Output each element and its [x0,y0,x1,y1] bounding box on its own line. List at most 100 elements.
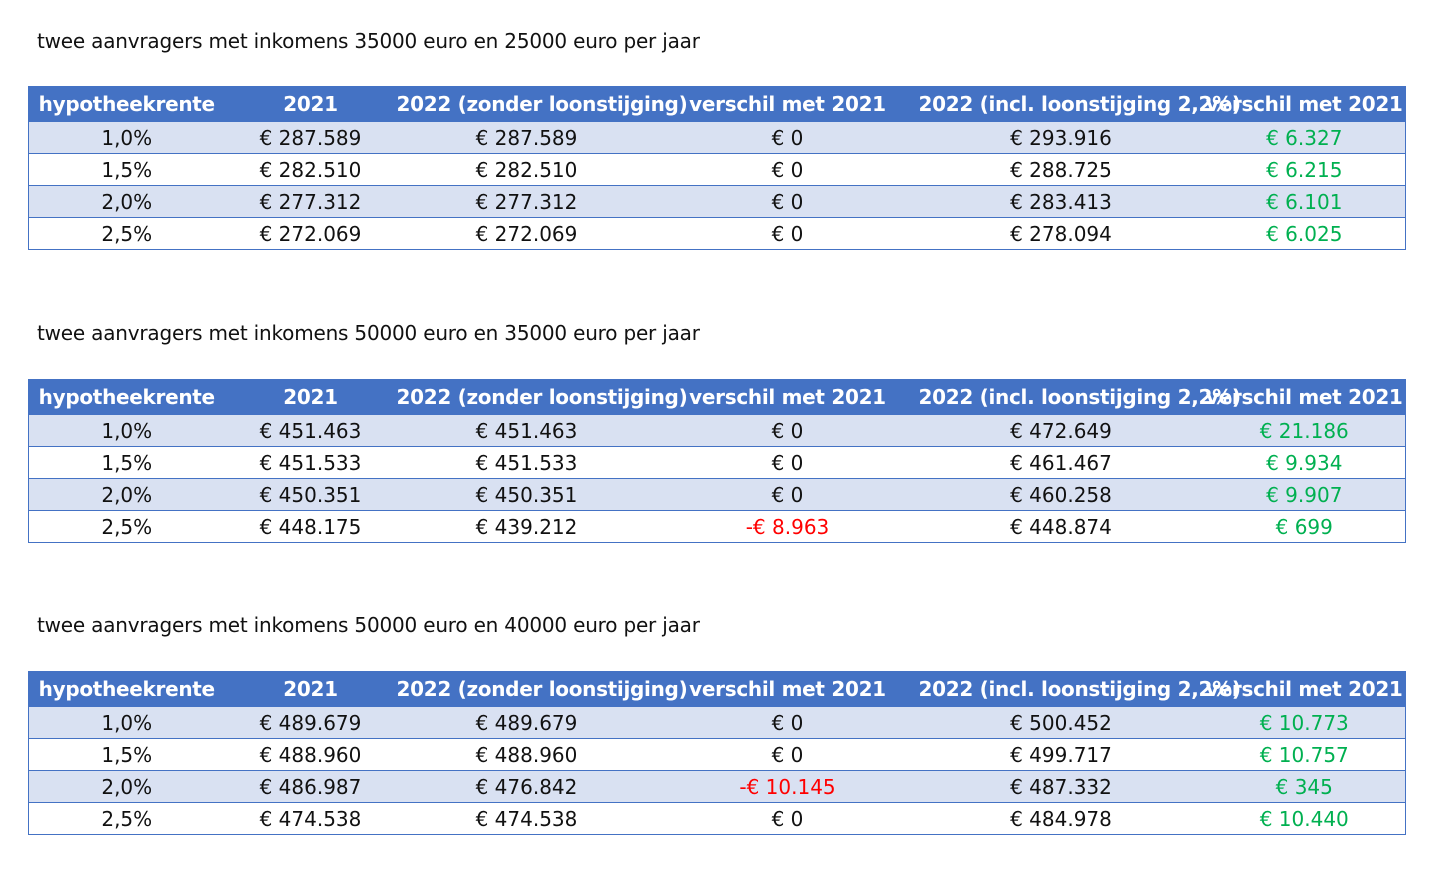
diff-incl-cell: € 6.327 [1203,121,1406,154]
header-2022-incl: 2022 (incl. loonstijging 2,2%) [918,86,1241,122]
rate-cell: 1,0% [28,121,225,154]
header-verschil-2: verschil met 2021 [1203,379,1406,415]
header-hypotheekrente: hypotheekrente [28,671,225,707]
mortgage-table-2: hypotheekrente 2021 2022 (zonder loonsti… [28,379,1406,543]
value-2022-incl-cell: € 288.725 [918,153,1204,186]
table-row: 2,0% € 486.987 € 476.842 -€ 10.145 € 487… [28,770,1406,803]
table-row: 1,5% € 451.533 € 451.533 € 0 € 461.467 €… [28,446,1406,479]
table-row: 2,0% € 450.351 € 450.351 € 0 € 460.258 €… [28,478,1406,511]
rate-cell: 1,5% [28,738,225,771]
header-verschil-2: verschil met 2021 [1203,86,1406,122]
rate-cell: 1,0% [28,414,225,447]
value-2022-incl-cell: € 500.452 [918,706,1204,739]
value-2022-incl-cell: € 472.649 [918,414,1204,447]
rate-cell: 2,5% [28,217,225,250]
rate-cell: 2,0% [28,478,225,511]
rate-cell: 1,5% [28,153,225,186]
header-verschil-1: verschil met 2021 [656,86,919,122]
value-2022-zonder-cell: € 489.679 [396,706,657,739]
header-2021: 2021 [224,671,397,707]
header-2022-zonder: 2022 (zonder loonstijging) [396,671,688,707]
table-row: 2,5% € 474.538 € 474.538 € 0 € 484.978 €… [28,802,1406,835]
rate-cell: 1,0% [28,706,225,739]
diff-zonder-cell: € 0 [656,446,919,479]
value-2022-zonder-cell: € 488.960 [396,738,657,771]
header-2022-zonder: 2022 (zonder loonstijging) [396,86,688,122]
value-2022-zonder-cell: € 282.510 [396,153,657,186]
table-row: 1,0% € 451.463 € 451.463 € 0 € 472.649 €… [28,414,1406,447]
value-2022-zonder-cell: € 451.533 [396,446,657,479]
value-2022-zonder-cell: € 474.538 [396,802,657,835]
table-row: 1,5% € 282.510 € 282.510 € 0 € 288.725 €… [28,153,1406,186]
mortgage-table-1: hypotheekrente 2021 2022 (zonder loonsti… [28,86,1406,250]
diff-incl-cell: € 10.440 [1203,802,1406,835]
value-2022-zonder-cell: € 450.351 [396,478,657,511]
diff-incl-cell: € 6.025 [1203,217,1406,250]
value-2022-incl-cell: € 278.094 [918,217,1204,250]
value-2021-cell: € 448.175 [224,510,397,543]
value-2022-incl-cell: € 484.978 [918,802,1204,835]
table-header-row: hypotheekrente 2021 2022 (zonder loonsti… [28,671,1406,707]
rate-cell: 2,5% [28,510,225,543]
table-row: 1,0% € 287.589 € 287.589 € 0 € 293.916 €… [28,121,1406,154]
value-2022-zonder-cell: € 451.463 [396,414,657,447]
value-2021-cell: € 450.351 [224,478,397,511]
diff-zonder-cell: € 0 [656,478,919,511]
mortgage-table-3: hypotheekrente 2021 2022 (zonder loonsti… [28,671,1406,835]
table-row: 2,0% € 277.312 € 277.312 € 0 € 283.413 €… [28,185,1406,218]
header-2022-zonder: 2022 (zonder loonstijging) [396,379,688,415]
table-row: 2,5% € 272.069 € 272.069 € 0 € 278.094 €… [28,217,1406,250]
value-2021-cell: € 486.987 [224,770,397,803]
diff-incl-cell: € 9.934 [1203,446,1406,479]
rate-cell: 1,5% [28,446,225,479]
value-2021-cell: € 474.538 [224,802,397,835]
diff-zonder-cell: € 0 [656,217,919,250]
value-2022-incl-cell: € 448.874 [918,510,1204,543]
section-title-1: twee aanvragers met inkomens 35000 euro … [37,29,700,53]
table-row: 2,5% € 448.175 € 439.212 -€ 8.963 € 448.… [28,510,1406,543]
value-2022-zonder-cell: € 272.069 [396,217,657,250]
value-2021-cell: € 277.312 [224,185,397,218]
header-2022-incl: 2022 (incl. loonstijging 2,2%) [918,671,1241,707]
value-2022-incl-cell: € 499.717 [918,738,1204,771]
diff-zonder-cell: € 0 [656,121,919,154]
value-2021-cell: € 489.679 [224,706,397,739]
value-2022-incl-cell: € 293.916 [918,121,1204,154]
table-row: 1,0% € 489.679 € 489.679 € 0 € 500.452 €… [28,706,1406,739]
rate-cell: 2,0% [28,770,225,803]
diff-incl-cell: € 21.186 [1203,414,1406,447]
diff-incl-cell: € 6.215 [1203,153,1406,186]
rate-cell: 2,0% [28,185,225,218]
value-2022-incl-cell: € 487.332 [918,770,1204,803]
diff-incl-cell: € 10.773 [1203,706,1406,739]
value-2021-cell: € 451.533 [224,446,397,479]
value-2021-cell: € 282.510 [224,153,397,186]
diff-zonder-cell: -€ 10.145 [656,770,919,803]
header-2021: 2021 [224,379,397,415]
diff-zonder-cell: € 0 [656,185,919,218]
value-2022-zonder-cell: € 287.589 [396,121,657,154]
table-header-row: hypotheekrente 2021 2022 (zonder loonsti… [28,379,1406,415]
diff-incl-cell: € 6.101 [1203,185,1406,218]
header-2022-incl: 2022 (incl. loonstijging 2,2%) [918,379,1241,415]
diff-zonder-cell: -€ 8.963 [656,510,919,543]
header-verschil-1: verschil met 2021 [656,671,919,707]
value-2022-zonder-cell: € 476.842 [396,770,657,803]
diff-zonder-cell: € 0 [656,414,919,447]
header-verschil-1: verschil met 2021 [656,379,919,415]
diff-incl-cell: € 699 [1203,510,1406,543]
diff-zonder-cell: € 0 [656,706,919,739]
value-2021-cell: € 488.960 [224,738,397,771]
value-2022-incl-cell: € 461.467 [918,446,1204,479]
value-2022-zonder-cell: € 277.312 [396,185,657,218]
table-header-row: hypotheekrente 2021 2022 (zonder loonsti… [28,86,1406,122]
value-2021-cell: € 287.589 [224,121,397,154]
diff-incl-cell: € 345 [1203,770,1406,803]
diff-zonder-cell: € 0 [656,802,919,835]
header-hypotheekrente: hypotheekrente [28,86,225,122]
diff-zonder-cell: € 0 [656,738,919,771]
value-2021-cell: € 272.069 [224,217,397,250]
value-2022-zonder-cell: € 439.212 [396,510,657,543]
table-row: 1,5% € 488.960 € 488.960 € 0 € 499.717 €… [28,738,1406,771]
header-verschil-2: verschil met 2021 [1203,671,1406,707]
